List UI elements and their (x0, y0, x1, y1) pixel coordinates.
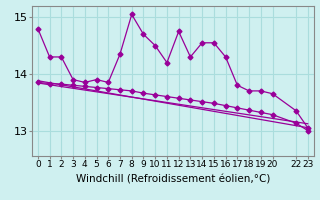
X-axis label: Windchill (Refroidissement éolien,°C): Windchill (Refroidissement éolien,°C) (76, 175, 270, 185)
